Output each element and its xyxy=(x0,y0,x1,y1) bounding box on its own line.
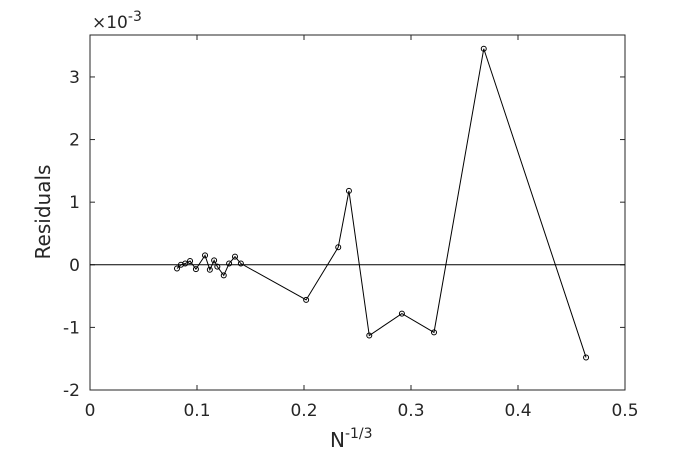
data-point xyxy=(480,45,487,52)
data-point xyxy=(303,296,310,303)
axes-box xyxy=(89,34,626,391)
x-tick-label: 0.5 xyxy=(611,401,638,421)
x-tick-label: 0.4 xyxy=(504,401,531,421)
x-tick-label: 0.2 xyxy=(290,401,317,421)
y-tick-label: 1 xyxy=(69,193,80,213)
multiplier-base: ×10 xyxy=(92,13,128,33)
data-point xyxy=(214,263,221,270)
data-point xyxy=(431,329,438,336)
x-axis-label: N-1/3 xyxy=(330,426,373,452)
y-tick-label: -2 xyxy=(63,381,80,401)
data-point xyxy=(187,258,194,265)
data-point xyxy=(173,265,180,272)
data-point xyxy=(220,272,227,279)
y-axis-label: Residuals xyxy=(31,165,55,260)
y-multiplier: ×10-3 xyxy=(92,9,142,33)
y-tick-label: -1 xyxy=(63,318,80,338)
data-point xyxy=(202,252,209,259)
data-point xyxy=(226,260,233,267)
data-point xyxy=(583,354,590,361)
y-tick-label: 2 xyxy=(69,131,80,151)
data-line xyxy=(176,48,587,358)
data-point xyxy=(192,266,199,273)
data-point xyxy=(182,260,189,267)
data-point xyxy=(398,310,405,317)
data-point xyxy=(206,266,213,273)
x-tick-label: 0.3 xyxy=(397,401,424,421)
x-tick-label: 0 xyxy=(85,401,96,421)
data-point xyxy=(231,253,238,260)
y-tick-label: 3 xyxy=(69,68,80,88)
data-point xyxy=(211,257,218,264)
data-point xyxy=(335,244,342,251)
x-label-base: N xyxy=(330,428,345,452)
data-point xyxy=(366,332,373,339)
multiplier-exponent: -3 xyxy=(128,9,142,25)
data-point xyxy=(237,260,244,267)
x-tick-label: 0.1 xyxy=(183,401,210,421)
y-tick-label: 0 xyxy=(69,256,80,276)
data-point xyxy=(345,187,352,194)
x-label-exponent: -1/3 xyxy=(345,426,373,442)
